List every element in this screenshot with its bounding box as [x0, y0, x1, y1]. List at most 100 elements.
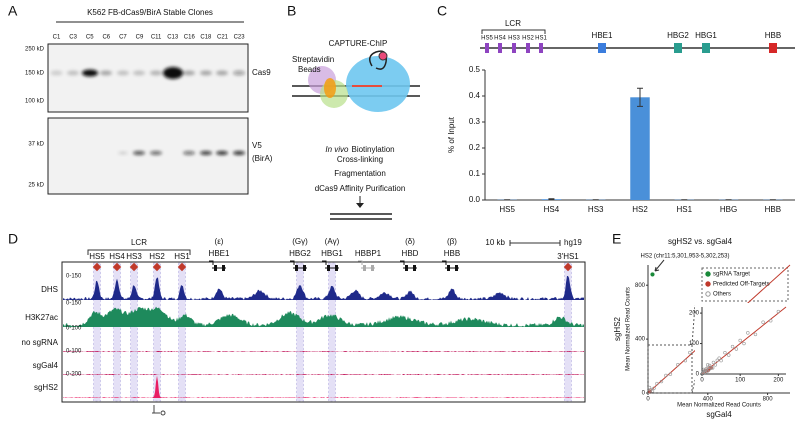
marker-label: 25 kD	[28, 183, 44, 189]
signal-track	[63, 276, 584, 300]
gene-label: HBG1	[695, 31, 717, 40]
gene-exon	[295, 265, 298, 271]
point	[676, 363, 680, 367]
point	[713, 363, 718, 367]
point	[647, 390, 651, 394]
dcas9	[346, 56, 410, 112]
annotation-arrow	[654, 259, 665, 272]
point	[706, 363, 710, 367]
site-label: HS4	[494, 36, 506, 42]
point	[702, 367, 706, 372]
site-marker	[92, 262, 102, 272]
sgrna-icon	[152, 405, 160, 414]
diagram-title: CAPTURE-ChIP	[329, 39, 388, 48]
signal-track	[63, 375, 584, 398]
point	[742, 341, 746, 346]
point	[776, 309, 781, 314]
point	[688, 350, 692, 355]
y-tick-label: 0	[696, 372, 700, 378]
arrow-head	[356, 203, 364, 208]
point	[715, 358, 719, 362]
gene-arrow	[400, 260, 405, 265]
gene-name: HBG1	[321, 249, 343, 258]
highlight	[296, 262, 304, 402]
band	[133, 70, 145, 76]
y-tick-label: 0.3	[469, 117, 481, 126]
band	[216, 70, 228, 76]
highlight	[130, 262, 138, 402]
x-tick-label: HS5	[499, 205, 515, 214]
gene-box	[674, 43, 682, 53]
site-marker	[152, 262, 162, 272]
y-tick-label: 100	[689, 341, 700, 347]
step: Fragmentation	[334, 169, 386, 178]
gene-exon	[447, 265, 450, 271]
signal-track	[63, 351, 584, 352]
x-tick-label: HS2	[632, 205, 648, 214]
distal-site-label: 3'HS1	[557, 252, 579, 261]
region-label: LCR	[505, 19, 521, 28]
site-marker	[563, 262, 573, 272]
lane-label: C16	[184, 35, 196, 41]
panel-label: A	[8, 3, 18, 19]
gene-name: HBG2	[289, 249, 311, 258]
point	[709, 366, 714, 370]
band	[117, 70, 129, 76]
band	[50, 70, 63, 76]
point	[710, 366, 715, 370]
gene-arrow	[209, 260, 214, 265]
signal-track	[63, 374, 584, 375]
y-tick-label: 0.4	[469, 91, 481, 100]
panel-label: D	[8, 231, 18, 247]
marker-label: 100 kD	[25, 99, 45, 105]
lane-label: C3	[69, 35, 77, 41]
x-tick-label: HS4	[544, 205, 560, 214]
gene-arrow	[358, 260, 363, 265]
site-label: HS5	[89, 252, 105, 261]
band	[82, 69, 98, 77]
point	[769, 319, 773, 323]
highlight	[328, 262, 336, 402]
gene-symbol: (ε)	[215, 237, 224, 246]
site-label: HS3	[126, 252, 142, 261]
blot-bottom	[47, 117, 249, 195]
gene-box	[598, 43, 606, 53]
band	[200, 151, 212, 155]
highlight	[153, 262, 161, 402]
point	[761, 320, 765, 324]
track-range: 0-100	[66, 349, 82, 355]
gene-exon	[405, 265, 408, 271]
point	[717, 356, 721, 360]
lane-label: C5	[86, 35, 94, 41]
bead	[378, 51, 388, 61]
y-tick-label: 0.1	[469, 169, 481, 178]
y-tick-label: 0	[642, 391, 646, 397]
site-marker	[129, 262, 139, 272]
scale-label: 10 kb	[485, 238, 505, 247]
step: dCas9 Affinity Purification	[315, 184, 406, 193]
track-range: 0-100	[66, 326, 82, 332]
panel-label: E	[612, 231, 621, 247]
lane-label: C21	[217, 35, 229, 41]
band	[100, 70, 112, 76]
blot-top	[47, 43, 249, 113]
y-tick-label: 800	[635, 283, 646, 289]
gene-name: HBE1	[209, 249, 230, 258]
site-label: HS1	[174, 252, 190, 261]
legend-marker	[705, 291, 711, 297]
bead-label: Beads	[298, 65, 321, 74]
band	[216, 151, 228, 155]
capture-diagram: In vivo Biotinylation	[292, 50, 420, 220]
lane-label: C9	[136, 35, 144, 41]
point	[659, 379, 664, 384]
band	[67, 70, 79, 76]
x-tick-label: HBG	[720, 205, 737, 214]
y-tick-label: 0.0	[469, 195, 481, 204]
point	[753, 332, 758, 337]
x-tick-label: 200	[773, 378, 784, 384]
region-bracket	[481, 29, 546, 34]
x-tick-label: HBB	[765, 205, 781, 214]
highlight	[113, 262, 121, 402]
gene-exon	[371, 265, 374, 271]
track-frame	[61, 261, 586, 403]
